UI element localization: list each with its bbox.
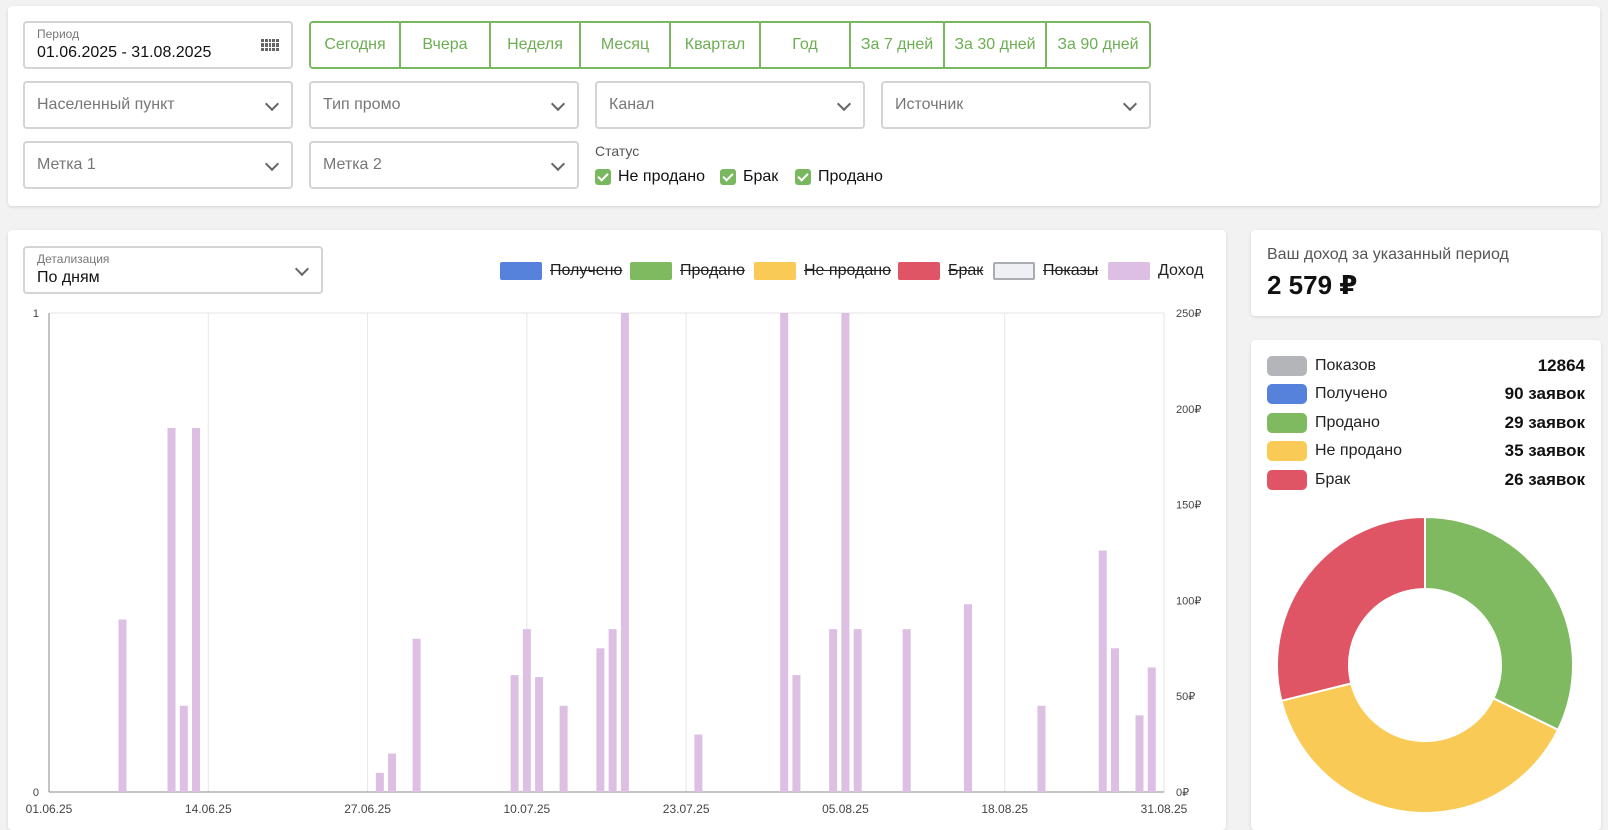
stat-label: Брак	[1315, 471, 1351, 488]
tag1-placeholder: Метка 1	[37, 156, 96, 173]
quick-period-group: Сегодня Вчера Неделя Месяц Квартал Год З…	[309, 21, 1151, 69]
city-select[interactable]: Населенный пункт	[23, 81, 293, 129]
period-label: Период	[37, 27, 80, 41]
detail-value: По дням	[37, 269, 100, 286]
checkbox-checked-icon[interactable]	[595, 169, 611, 185]
stat-swatch	[1267, 441, 1307, 461]
legend-swatch	[500, 262, 542, 280]
legend-not-sold[interactable]: Не продано	[754, 262, 891, 280]
legend-swatch	[993, 262, 1035, 280]
status-sold-checkbox[interactable]: Продано	[795, 168, 883, 186]
stat-not-sold: Не продано 35 заявок	[1267, 440, 1585, 462]
income-value: 2 579 ₽	[1267, 270, 1358, 300]
chevron-down-icon	[294, 261, 310, 277]
income-panel: Ваш доход за указанный период 2 579 ₽	[1251, 230, 1601, 316]
legend-swatch	[630, 262, 672, 280]
chevron-down-icon	[1122, 96, 1138, 112]
checkbox-checked-icon[interactable]	[720, 169, 736, 185]
stat-impressions: Показов 12864	[1267, 355, 1585, 377]
status-not-sold-checkbox[interactable]: Не продано	[595, 168, 705, 186]
source-placeholder: Источник	[895, 96, 964, 113]
source-select[interactable]: Источник	[881, 81, 1151, 129]
chevron-down-icon	[836, 96, 852, 112]
chevron-down-icon	[264, 156, 280, 172]
period-90-days-button[interactable]: За 90 дней	[1047, 23, 1149, 67]
period-yesterday-button[interactable]: Вчера	[401, 23, 491, 67]
chevron-down-icon	[550, 96, 566, 112]
status-defect-checkbox[interactable]: Брак	[720, 168, 778, 186]
period-month-button[interactable]: Месяц	[581, 23, 671, 67]
income-title: Ваш доход за указанный период	[1267, 246, 1509, 263]
checkbox-checked-icon[interactable]	[795, 169, 811, 185]
period-value: 01.06.2025 - 31.08.2025	[37, 44, 212, 61]
channel-select[interactable]: Канал	[595, 81, 865, 129]
detail-select[interactable]: Детализация По дням	[23, 246, 323, 294]
stat-swatch	[1267, 356, 1307, 376]
stat-value: 29 заявок	[1504, 413, 1585, 432]
legend-label: Показы	[1043, 262, 1099, 279]
chart-panel	[8, 230, 1226, 830]
stat-value: 35 заявок	[1504, 441, 1585, 460]
stat-label: Продано	[1315, 414, 1380, 431]
tag2-select[interactable]: Метка 2	[309, 141, 579, 189]
stat-swatch	[1267, 384, 1307, 404]
chevron-down-icon	[264, 96, 280, 112]
legend-label: Доход	[1158, 262, 1204, 279]
legend-swatch	[1108, 262, 1150, 280]
stat-value: 12864	[1537, 356, 1585, 375]
tag1-select[interactable]: Метка 1	[23, 141, 293, 189]
calendar-icon[interactable]	[261, 39, 279, 51]
stat-value: 90 заявок	[1504, 384, 1585, 403]
detail-label: Детализация	[37, 252, 110, 266]
legend-label: Получено	[550, 262, 623, 279]
legend-defect[interactable]: Брак	[898, 262, 983, 280]
period-year-button[interactable]: Год	[761, 23, 851, 67]
status-label: Статус	[595, 143, 640, 159]
period-7-days-button[interactable]: За 7 дней	[851, 23, 945, 67]
legend-swatch	[898, 262, 940, 280]
legend-swatch	[754, 262, 796, 280]
stat-label: Показов	[1315, 357, 1377, 374]
legend-impressions[interactable]: Показы	[993, 262, 1098, 280]
stat-swatch	[1267, 470, 1307, 490]
status-option-label: Брак	[743, 168, 779, 185]
tag2-placeholder: Метка 2	[323, 156, 382, 173]
stat-value: 26 заявок	[1504, 470, 1585, 489]
status-option-label: Не продано	[618, 168, 705, 185]
city-select-placeholder: Населенный пункт	[37, 96, 175, 113]
period-quarter-button[interactable]: Квартал	[671, 23, 761, 67]
period-field[interactable]: Период 01.06.2025 - 31.08.2025	[23, 21, 293, 69]
legend-income[interactable]: Доход	[1108, 262, 1203, 280]
stat-label: Получено	[1315, 385, 1388, 402]
period-today-button[interactable]: Сегодня	[311, 23, 401, 67]
promo-type-select[interactable]: Тип промо	[309, 81, 579, 129]
chevron-down-icon	[550, 156, 566, 172]
stat-defect: Брак 26 заявок	[1267, 469, 1585, 491]
promo-type-placeholder: Тип промо	[323, 96, 401, 113]
period-week-button[interactable]: Неделя	[491, 23, 581, 67]
status-option-label: Продано	[818, 168, 883, 185]
legend-sold[interactable]: Продано	[630, 262, 745, 280]
legend-label: Брак	[948, 262, 984, 279]
stat-sold: Продано 29 заявок	[1267, 412, 1585, 434]
legend-label: Не продано	[804, 262, 891, 279]
stat-received: Получено 90 заявок	[1267, 383, 1585, 405]
period-30-days-button[interactable]: За 30 дней	[945, 23, 1047, 67]
stat-swatch	[1267, 413, 1307, 433]
legend-label: Продано	[680, 262, 745, 279]
stat-label: Не продано	[1315, 442, 1402, 459]
channel-placeholder: Канал	[609, 96, 655, 113]
legend-received[interactable]: Получено	[500, 262, 622, 280]
